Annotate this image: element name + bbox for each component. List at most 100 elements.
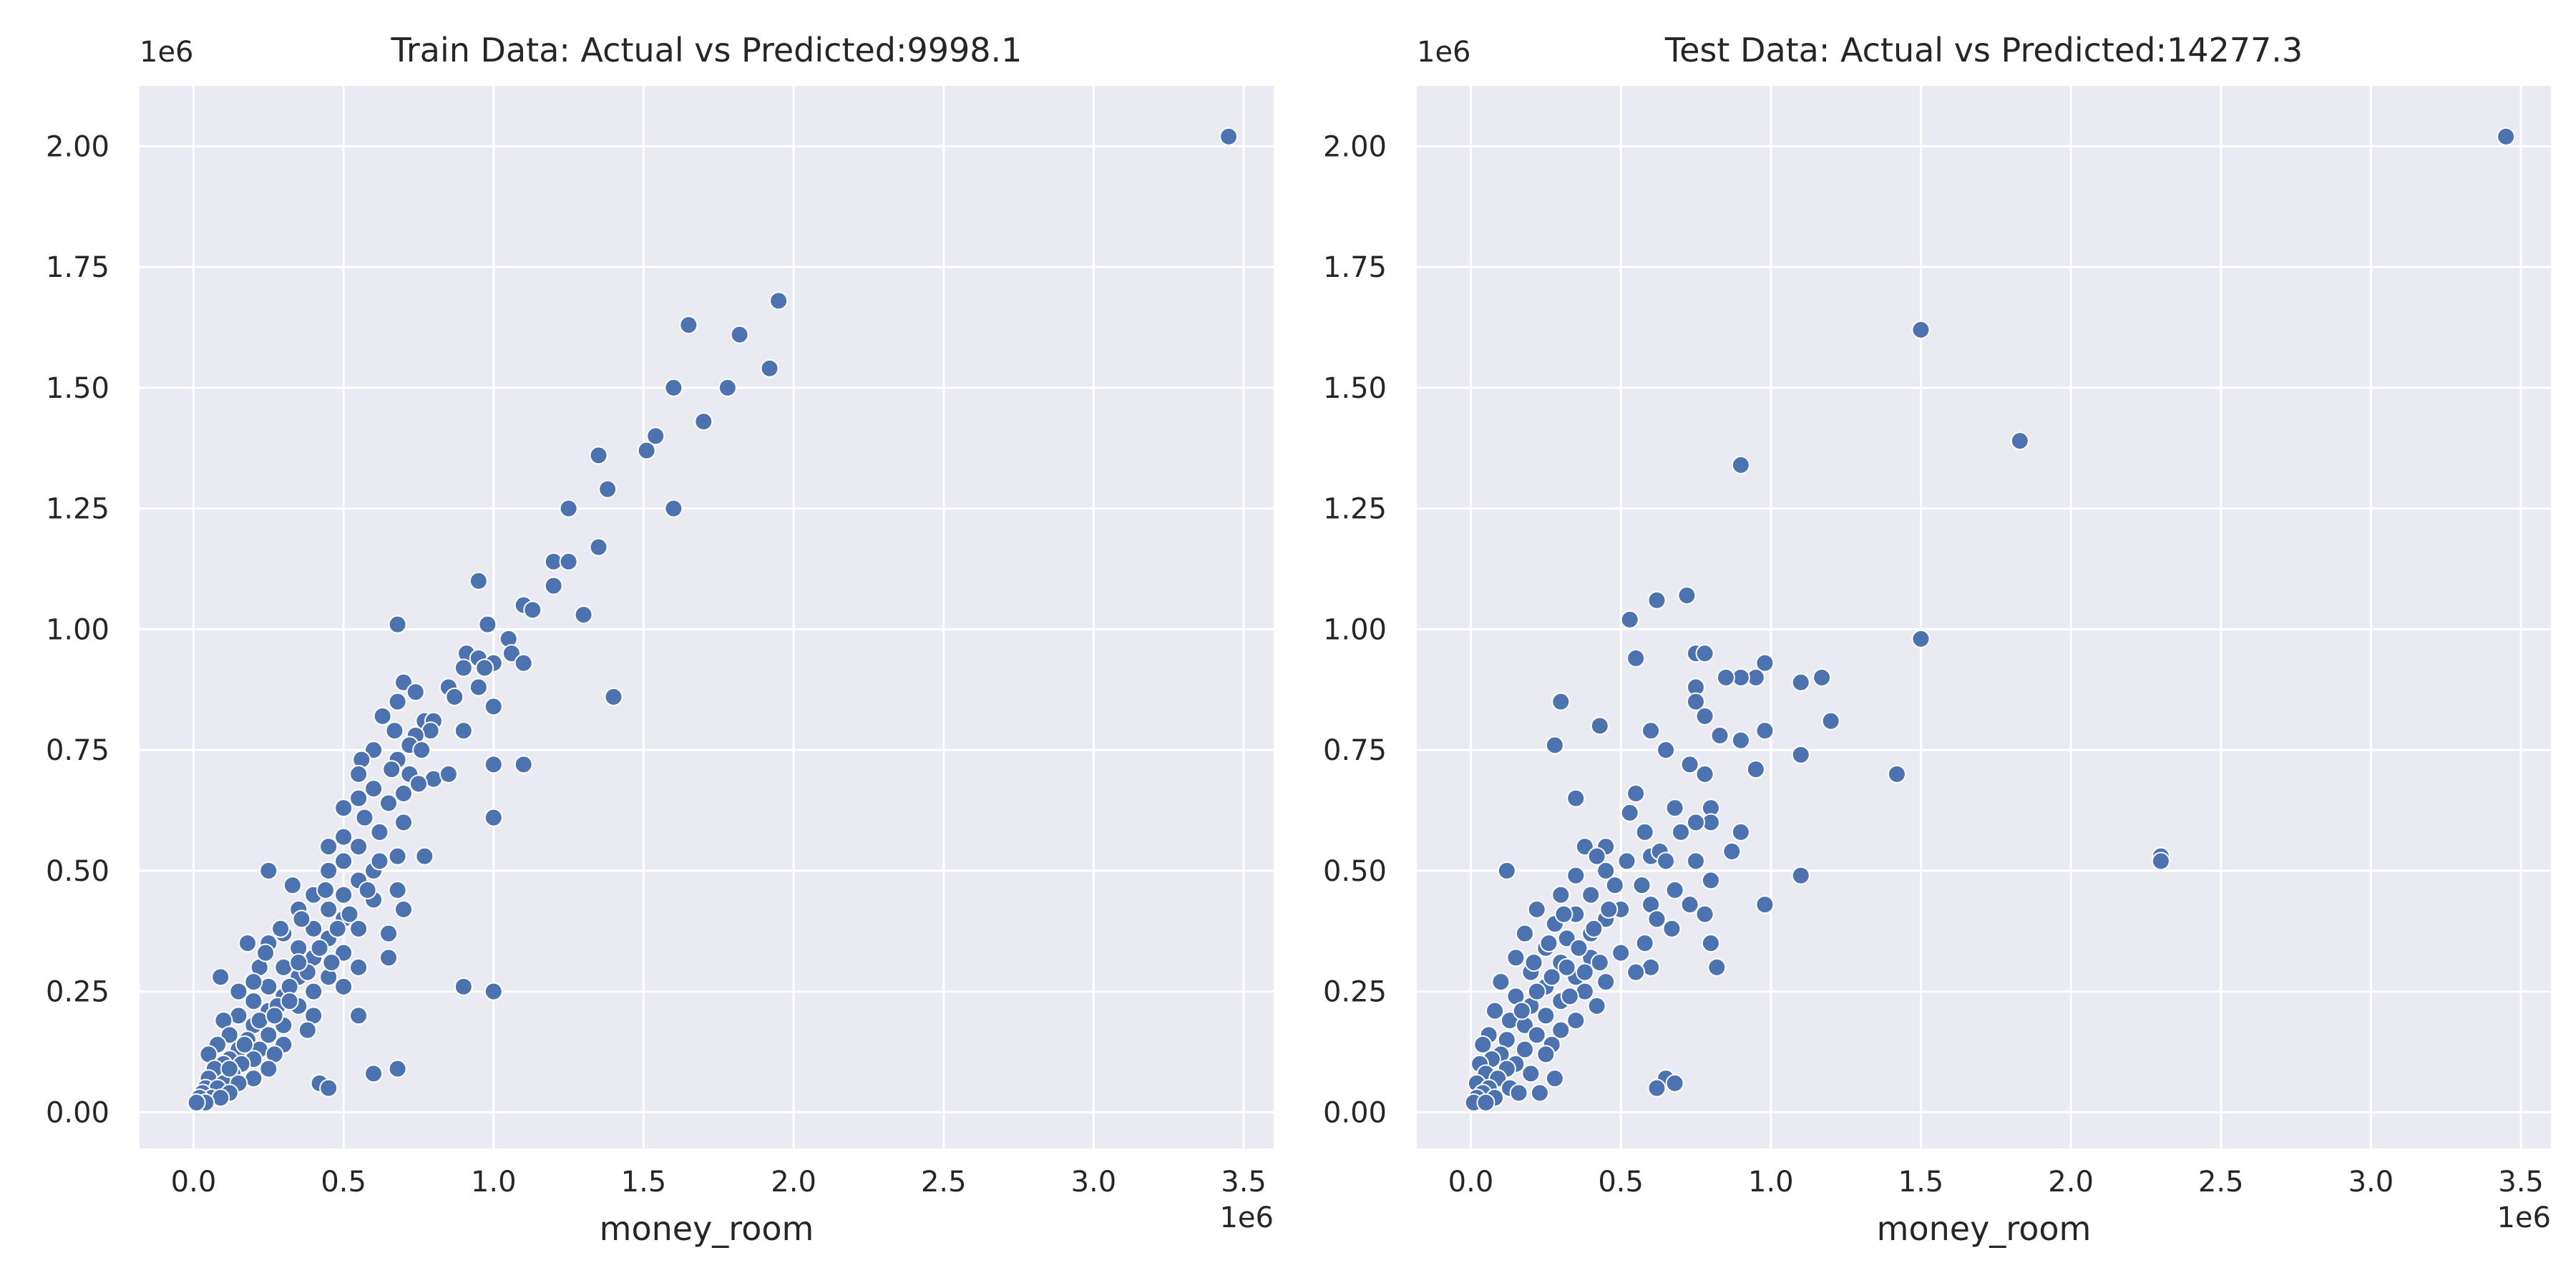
test-data-point <box>1695 764 1714 784</box>
test-data-point <box>1527 899 1546 919</box>
train-data-point <box>385 721 404 741</box>
train-x-tick-label: 3.5 <box>1221 1166 1267 1199</box>
train-data-point <box>316 880 335 899</box>
test-data-point <box>1485 1001 1505 1020</box>
train-x-offset-label: 1e6 <box>1219 1201 1274 1234</box>
train-data-point <box>379 924 399 943</box>
train-data-point <box>694 412 713 431</box>
test-data-point <box>1581 885 1601 904</box>
train-x-tick-label: 0.0 <box>171 1166 217 1199</box>
test-data-point <box>1887 764 1906 784</box>
test-data-point <box>1596 972 1616 992</box>
test-data-point <box>1911 320 1931 339</box>
test-data-point <box>1686 852 1705 871</box>
train-data-point <box>235 1035 254 1054</box>
train-data-point <box>388 615 407 634</box>
train-x-axis-label: money_room <box>600 1209 814 1248</box>
train-data-point <box>259 1059 278 1078</box>
train-data-point <box>304 982 323 1001</box>
test-data-point <box>1632 876 1652 895</box>
test-data-point <box>1665 799 1684 818</box>
test-y-tick-label: 1.25 <box>1323 493 1387 526</box>
train-x-tick-label: 2.5 <box>921 1166 967 1199</box>
test-data-point <box>1686 813 1705 832</box>
train-data-point <box>394 784 413 803</box>
test-data-point <box>2151 852 2170 871</box>
train-data-point <box>259 861 278 880</box>
train-data-point <box>256 943 275 962</box>
test-data-point <box>1647 590 1667 610</box>
test-data-point <box>1560 987 1579 1006</box>
train-data-point <box>514 653 533 673</box>
train-data-point <box>349 789 369 808</box>
train-data-point <box>379 794 399 813</box>
train-data-point <box>382 760 401 779</box>
test-data-point <box>1545 1069 1564 1088</box>
test-data-point <box>1680 755 1699 774</box>
test-data-point <box>1731 455 1750 474</box>
test-plot-title: Test Data: Actual vs Predicted:14277.3 <box>1664 31 2303 69</box>
test-data-point <box>1677 586 1697 605</box>
test-data-point <box>1680 895 1699 914</box>
test-data-point <box>1566 1011 1586 1030</box>
test-data-point <box>1791 866 1810 885</box>
test-y-tick-label: 0.50 <box>1323 855 1387 888</box>
train-x-tick-label: 1.5 <box>621 1166 667 1199</box>
test-points <box>1464 127 2516 1112</box>
test-x-tick-label: 1.0 <box>1748 1166 1794 1199</box>
test-x-tick-label: 2.5 <box>2198 1166 2244 1199</box>
train-data-point <box>334 977 353 996</box>
test-data-point <box>1554 904 1574 924</box>
train-y-tick-label: 0.75 <box>46 734 109 767</box>
test-data-point <box>1731 731 1750 750</box>
train-data-point <box>280 992 299 1011</box>
test-data-point <box>1527 1025 1546 1045</box>
test-data-point <box>1695 706 1714 726</box>
train-grid <box>140 86 1274 1148</box>
test-data-point <box>1701 871 1720 890</box>
test-x-tick-label: 0.5 <box>1598 1166 1644 1199</box>
test-data-point <box>1716 668 1735 687</box>
test-y-tick-label: 0.75 <box>1323 734 1387 767</box>
test-data-point <box>1605 876 1624 895</box>
test-data-point <box>1611 943 1631 962</box>
test-data-point <box>1584 919 1604 938</box>
train-data-point <box>388 1059 407 1078</box>
test-data-point <box>1530 1083 1549 1103</box>
train-data-point <box>319 837 338 857</box>
test-data-point <box>1620 803 1639 822</box>
test-data-point <box>1557 957 1576 977</box>
test-data-point <box>1590 953 1609 972</box>
test-data-point <box>1710 726 1729 745</box>
train-data-point <box>388 880 407 899</box>
test-data-point <box>1626 784 1646 803</box>
train-plot-title: Train Data: Actual vs Predicted:9998.1 <box>391 31 1023 69</box>
test-data-point <box>1635 822 1654 841</box>
train-y-tick-label: 0.50 <box>46 855 109 888</box>
train-data-point <box>349 919 369 938</box>
test-data-point <box>1506 948 1526 967</box>
train-data-point <box>319 899 338 919</box>
test-data-point <box>1497 861 1516 880</box>
train-data-point <box>406 683 425 702</box>
train-data-point <box>304 919 323 938</box>
train-data-point <box>730 325 749 344</box>
train-data-point <box>373 706 392 726</box>
train-data-point <box>388 847 407 866</box>
test-data-point <box>1473 1035 1493 1054</box>
test-data-point <box>1641 721 1661 741</box>
train-data-point <box>589 537 608 557</box>
train-data-point <box>484 755 503 774</box>
test-grid <box>1417 86 2551 1148</box>
test-data-point <box>1731 822 1750 841</box>
train-data-point <box>334 852 353 871</box>
test-data-point <box>1596 861 1616 880</box>
test-data-point <box>1527 982 1546 1001</box>
train-data-point <box>370 822 389 841</box>
train-data-point <box>334 799 353 818</box>
train-data-point <box>271 919 291 938</box>
train-data-point <box>394 673 413 692</box>
test-data-point <box>1551 885 1571 904</box>
test-data-point <box>1722 841 1742 861</box>
train-data-point <box>349 764 369 784</box>
